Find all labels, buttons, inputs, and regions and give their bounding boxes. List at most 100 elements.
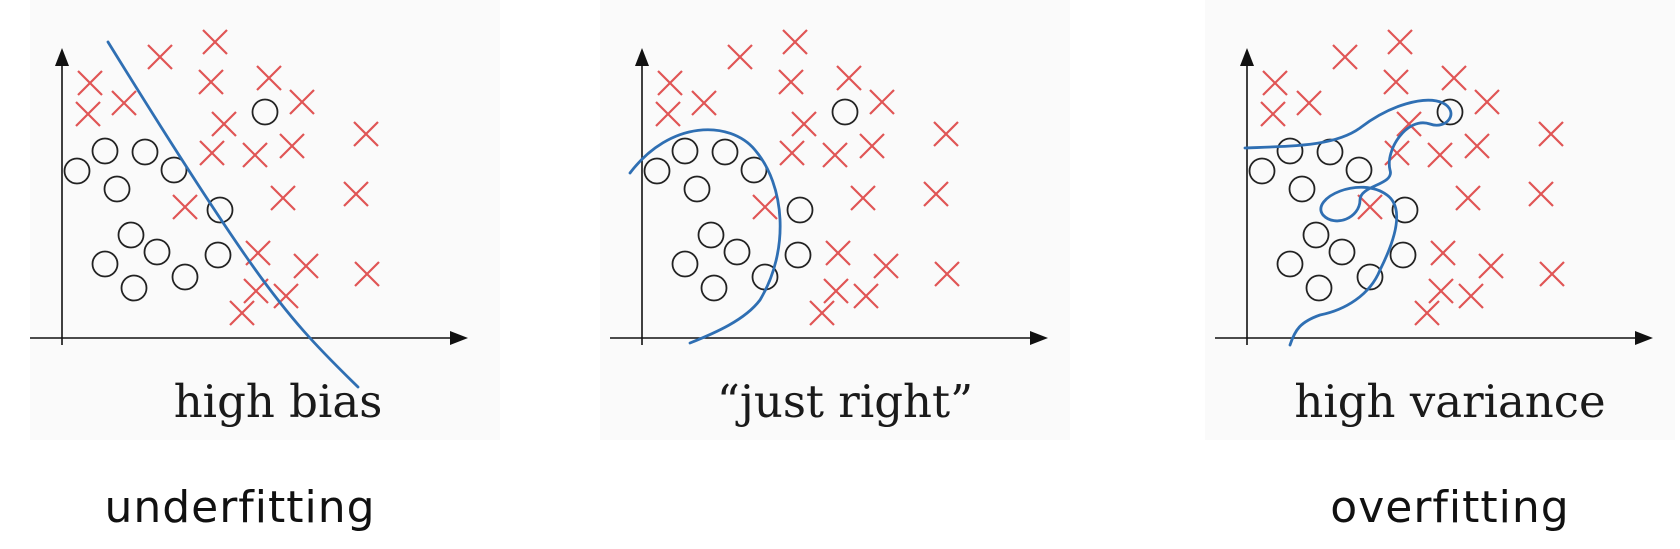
circle-marker xyxy=(1391,196,1419,224)
cross-marker xyxy=(1357,194,1383,220)
circle-marker xyxy=(723,238,751,266)
cross-marker xyxy=(727,44,753,70)
cross-marker xyxy=(1414,300,1440,326)
cross-marker xyxy=(791,111,817,137)
caption-high-variance: high variance xyxy=(1294,375,1606,428)
circle-marker xyxy=(91,250,119,278)
cross-marker xyxy=(229,300,255,326)
cross-marker xyxy=(1464,133,1490,159)
cross-marker xyxy=(147,44,173,70)
cross-marker xyxy=(270,185,296,211)
circle-marker xyxy=(831,98,859,126)
caption-high-bias: high bias xyxy=(173,375,383,428)
cross-marker xyxy=(752,194,778,220)
cross-marker xyxy=(198,69,224,95)
cross-marker xyxy=(1396,111,1422,137)
cross-marker xyxy=(933,121,959,147)
cross-marker xyxy=(279,133,305,159)
cross-marker xyxy=(873,253,899,279)
cross-marker xyxy=(353,121,379,147)
circle-marker xyxy=(117,221,145,249)
circle-marker xyxy=(697,221,725,249)
label-underfitting: underfitting xyxy=(104,482,376,533)
x-axis-arrow xyxy=(450,331,468,345)
cross-marker xyxy=(1458,283,1484,309)
cross-marker xyxy=(1332,44,1358,70)
circle-marker xyxy=(171,263,199,291)
cross-marker xyxy=(211,111,237,137)
circle-marker xyxy=(1389,241,1417,269)
cross-marker xyxy=(1478,253,1504,279)
circle-marker xyxy=(1276,137,1304,165)
circle-marker xyxy=(204,241,232,269)
cross-marker xyxy=(778,69,804,95)
cross-marker xyxy=(1427,142,1453,168)
plot-high-bias xyxy=(30,29,468,389)
circle-marker xyxy=(1328,238,1356,266)
circle-marker xyxy=(740,156,768,184)
circle-marker xyxy=(671,250,699,278)
label-overfitting: overfitting xyxy=(1330,482,1570,533)
circle-marker xyxy=(131,138,159,166)
cross-marker xyxy=(354,261,380,287)
cross-marker xyxy=(1430,240,1456,266)
circle-marker xyxy=(160,156,188,184)
circle-marker xyxy=(143,238,171,266)
cross-marker xyxy=(934,261,960,287)
y-axis-arrow xyxy=(55,48,69,66)
cross-marker xyxy=(822,142,848,168)
caption-just-right: “just right” xyxy=(716,375,974,428)
circle-marker xyxy=(1436,98,1464,126)
cross-marker xyxy=(1474,89,1500,115)
cross-marker xyxy=(293,253,319,279)
circle-marker xyxy=(1356,263,1384,291)
cross-marker xyxy=(809,300,835,326)
cross-marker xyxy=(1296,90,1322,116)
cross-marker xyxy=(1539,261,1565,287)
circle-marker xyxy=(786,196,814,224)
circle-marker xyxy=(643,157,671,185)
cross-marker xyxy=(77,70,103,96)
cross-marker xyxy=(1441,65,1467,91)
cross-marker xyxy=(869,89,895,115)
circle-marker xyxy=(91,137,119,165)
circle-marker xyxy=(683,175,711,203)
x-axis-arrow xyxy=(1030,331,1048,345)
cross-marker xyxy=(75,101,101,127)
cross-marker xyxy=(779,140,805,166)
circle-marker xyxy=(711,138,739,166)
cross-marker xyxy=(256,65,282,91)
circle-marker xyxy=(1345,156,1373,184)
circle-marker xyxy=(1305,274,1333,302)
circle-marker xyxy=(251,98,279,126)
circle-marker xyxy=(1288,175,1316,203)
circle-marker xyxy=(1248,157,1276,185)
circle-marker xyxy=(671,137,699,165)
circle-marker xyxy=(120,274,148,302)
circle-marker xyxy=(1276,250,1304,278)
cross-marker xyxy=(242,142,268,168)
decision-boundary xyxy=(106,40,360,389)
circle-marker xyxy=(784,241,812,269)
cross-marker xyxy=(782,29,808,55)
cross-marker xyxy=(1262,70,1288,96)
cross-marker xyxy=(172,194,198,220)
cross-marker xyxy=(289,89,315,115)
circle-marker xyxy=(700,274,728,302)
circle-marker xyxy=(103,175,131,203)
circle-marker xyxy=(1302,221,1330,249)
cross-marker xyxy=(923,181,949,207)
cross-marker xyxy=(273,283,299,309)
circle-marker xyxy=(63,157,91,185)
cross-marker xyxy=(1383,69,1409,95)
cross-marker xyxy=(825,240,851,266)
decision-boundary xyxy=(628,128,782,345)
cross-marker xyxy=(111,90,137,116)
cross-marker xyxy=(1528,181,1554,207)
y-axis-arrow xyxy=(1240,48,1254,66)
cross-marker xyxy=(850,185,876,211)
cross-marker xyxy=(836,65,862,91)
cross-marker xyxy=(199,140,225,166)
cross-marker xyxy=(823,278,849,304)
decision-boundary xyxy=(1243,98,1453,347)
